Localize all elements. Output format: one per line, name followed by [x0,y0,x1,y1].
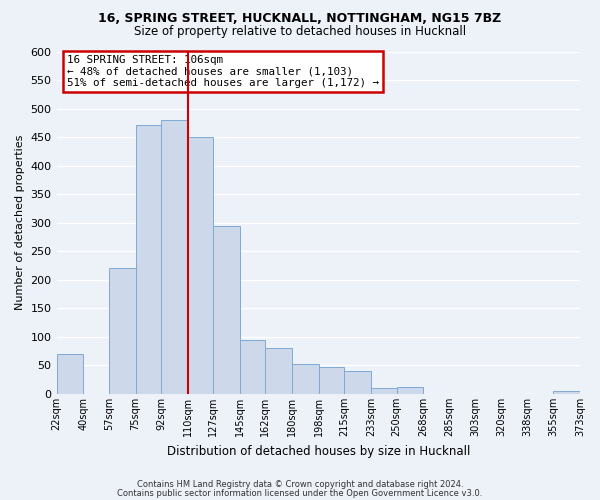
X-axis label: Distribution of detached houses by size in Hucknall: Distribution of detached houses by size … [167,444,470,458]
Text: 16 SPRING STREET: 106sqm
← 48% of detached houses are smaller (1,103)
51% of sem: 16 SPRING STREET: 106sqm ← 48% of detach… [67,55,379,88]
Bar [265,348,292,394]
Text: Contains public sector information licensed under the Open Government Licence v3: Contains public sector information licen… [118,489,482,498]
Text: Contains HM Land Registry data © Crown copyright and database right 2024.: Contains HM Land Registry data © Crown c… [137,480,463,489]
Bar [344,371,371,394]
Bar [319,367,344,394]
Text: 16, SPRING STREET, HUCKNALL, NOTTINGHAM, NG15 7BZ: 16, SPRING STREET, HUCKNALL, NOTTINGHAM,… [98,12,502,26]
Bar [109,268,136,394]
Bar [397,387,424,394]
Bar [371,388,397,394]
Bar [553,391,580,394]
Bar [161,120,188,394]
Bar [136,124,161,394]
Text: Size of property relative to detached houses in Hucknall: Size of property relative to detached ho… [134,25,466,38]
Bar [56,354,83,394]
Bar [213,226,240,394]
Bar [188,137,213,394]
Bar [292,364,319,394]
Bar [240,340,265,394]
Y-axis label: Number of detached properties: Number of detached properties [15,135,25,310]
